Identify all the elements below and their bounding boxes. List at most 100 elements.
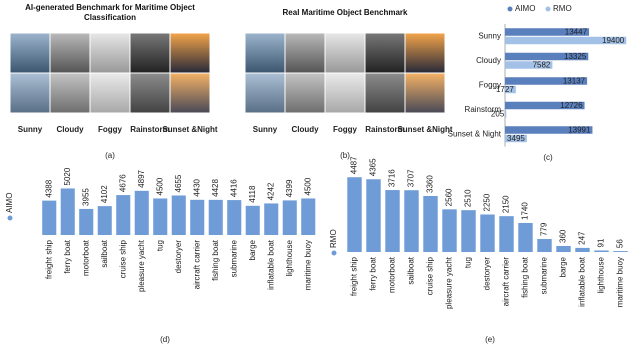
value-label: 4365 bbox=[369, 158, 378, 176]
photo bbox=[50, 73, 90, 113]
bar bbox=[505, 52, 589, 61]
value-label: 19400 bbox=[602, 36, 625, 45]
y-tick-label: Foggy bbox=[479, 80, 501, 89]
x-tick-label: lighthouse bbox=[285, 239, 294, 276]
bar bbox=[461, 210, 476, 252]
value-label: 5020 bbox=[63, 167, 72, 185]
condition-label: Sunny bbox=[18, 125, 43, 134]
value-label: 13991 bbox=[568, 125, 591, 134]
x-tick-label: sailboat bbox=[100, 239, 109, 267]
value-label: 4242 bbox=[266, 182, 275, 200]
value-label: 4676 bbox=[118, 174, 127, 192]
x-tick-label: aircraft carrier bbox=[502, 257, 511, 307]
value-label: 205 bbox=[491, 109, 505, 118]
x-tick-label: freight ship bbox=[350, 256, 359, 296]
bar bbox=[423, 196, 438, 252]
photo bbox=[170, 33, 210, 73]
x-tick-label: freight ship bbox=[44, 239, 53, 279]
bar bbox=[505, 85, 516, 94]
value-label: 4428 bbox=[211, 178, 220, 196]
value-label: 3360 bbox=[426, 175, 435, 193]
value-label: 4500 bbox=[155, 177, 164, 195]
x-tick-label: maritime buoy bbox=[616, 257, 625, 307]
bar bbox=[245, 205, 260, 235]
photo bbox=[90, 33, 130, 73]
photo bbox=[325, 33, 365, 73]
photo bbox=[405, 73, 445, 113]
value-label: 4487 bbox=[350, 156, 359, 174]
panel-title: AI-generated Benchmark for Maritime Obje… bbox=[25, 3, 195, 22]
bar bbox=[385, 190, 400, 252]
bar bbox=[505, 110, 507, 118]
x-tick-label: sailboat bbox=[407, 256, 416, 284]
x-tick-label: ferry boat bbox=[369, 256, 378, 291]
value-label: 4416 bbox=[229, 179, 238, 197]
x-tick-label: motorboat bbox=[388, 256, 397, 293]
x-tick-label: lighthouse bbox=[597, 256, 606, 293]
condition-label: Sunset &Night bbox=[397, 125, 452, 134]
bar bbox=[505, 28, 590, 36]
condition-label: Foggy bbox=[333, 125, 358, 134]
legend-label: RMO bbox=[329, 229, 338, 248]
x-tick-label: tug bbox=[155, 240, 164, 251]
x-tick-label: inflatable boat bbox=[578, 256, 587, 307]
x-tick-label: ferry boat bbox=[63, 239, 72, 274]
photo bbox=[285, 33, 325, 73]
value-label: 4655 bbox=[174, 174, 183, 192]
x-tick-label: fishing boat bbox=[211, 239, 220, 281]
x-tick-label: pleasure yacht bbox=[137, 239, 146, 292]
x-tick-label: cruise ship bbox=[118, 239, 127, 278]
photo bbox=[365, 33, 405, 73]
value-label: 3495 bbox=[507, 134, 525, 143]
condition-label: Rainstorm bbox=[130, 125, 170, 134]
photo bbox=[130, 33, 170, 73]
y-tick-label: Sunny bbox=[478, 31, 501, 40]
legend-label: AIMO bbox=[515, 4, 535, 13]
bar bbox=[442, 209, 457, 252]
value-label: 3955 bbox=[81, 188, 90, 206]
value-label: 3716 bbox=[388, 169, 397, 187]
x-tick-label: barge bbox=[559, 256, 568, 277]
bar bbox=[499, 216, 514, 252]
panel-caption: (c) bbox=[543, 153, 553, 162]
value-label: 7582 bbox=[533, 60, 551, 69]
value-label: 13447 bbox=[565, 27, 588, 36]
x-tick-label: maritime buoy bbox=[303, 240, 312, 290]
value-label: 1727 bbox=[496, 85, 514, 94]
value-label: 4500 bbox=[303, 177, 312, 195]
y-tick-label: Cloudy bbox=[476, 56, 501, 65]
bar bbox=[366, 179, 381, 252]
legend-swatch bbox=[7, 215, 13, 221]
x-tick-label: pleasure yacht bbox=[445, 256, 454, 309]
legend-swatch bbox=[545, 6, 551, 12]
bar bbox=[505, 101, 585, 110]
value-label: 360 bbox=[559, 229, 568, 243]
bar bbox=[404, 190, 419, 252]
bar bbox=[282, 200, 297, 235]
x-tick-label: cruise ship bbox=[426, 256, 435, 295]
bar bbox=[537, 239, 552, 252]
value-label: 13325 bbox=[564, 52, 587, 61]
value-label: 12726 bbox=[560, 101, 583, 110]
bar bbox=[79, 208, 94, 235]
bar bbox=[134, 190, 149, 235]
bar bbox=[97, 206, 112, 235]
value-label: 3707 bbox=[407, 169, 416, 187]
value-label: 2510 bbox=[464, 189, 473, 207]
panel-caption: (b) bbox=[340, 151, 350, 160]
x-tick-label: inflatable boat bbox=[266, 239, 275, 290]
photo bbox=[170, 73, 210, 113]
value-label: 91 bbox=[597, 238, 606, 247]
bar bbox=[347, 177, 362, 252]
value-label: 2560 bbox=[445, 188, 454, 206]
y-tick-label: Rainstorm bbox=[465, 105, 502, 114]
bar bbox=[301, 198, 316, 235]
bar bbox=[575, 247, 590, 252]
bar bbox=[505, 134, 527, 143]
bar bbox=[208, 199, 223, 235]
value-label: 2250 bbox=[483, 193, 492, 211]
condition-label: Cloudy bbox=[56, 125, 84, 134]
value-label: 2150 bbox=[502, 195, 511, 213]
bar bbox=[42, 200, 57, 235]
